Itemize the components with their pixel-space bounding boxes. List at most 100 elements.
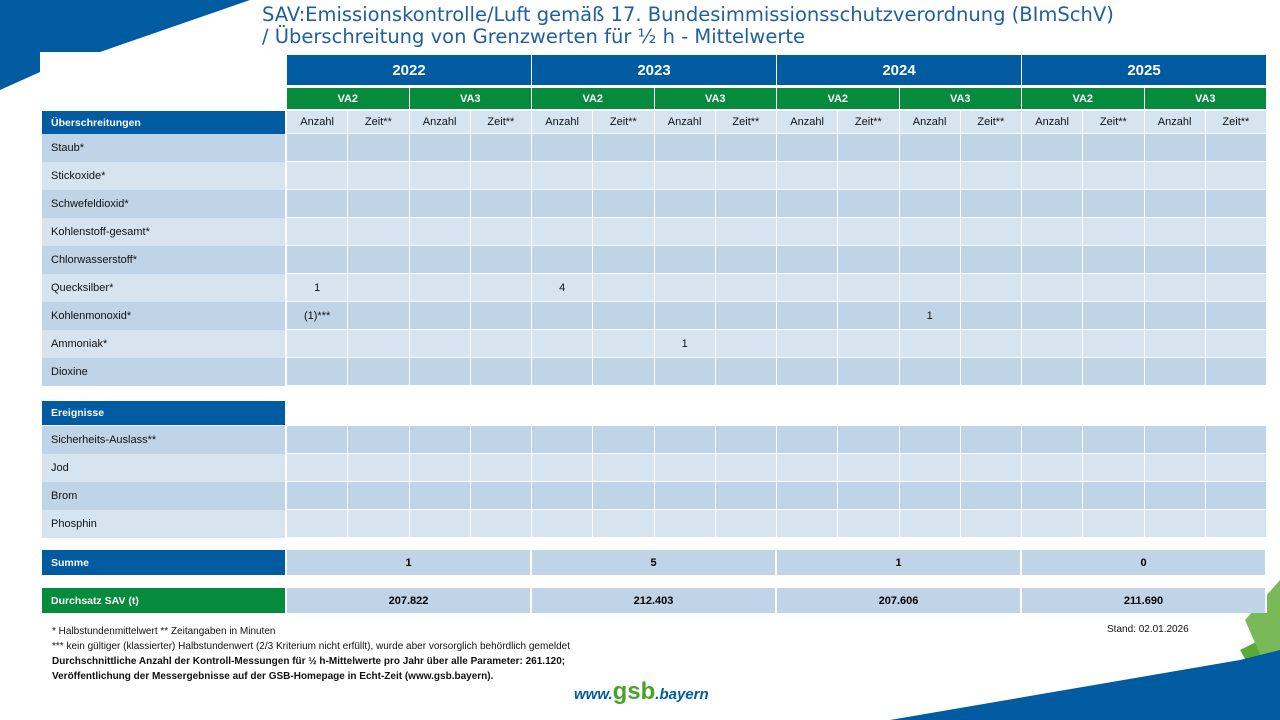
data-cell xyxy=(960,274,1022,302)
data-cell xyxy=(777,358,839,386)
data-cell xyxy=(1083,302,1145,330)
title-line-1: SAV:Emissionskontrolle/Luft gemäß 17. Bu… xyxy=(262,3,1114,26)
data-cell xyxy=(654,302,716,330)
subcol-header: Anzahl xyxy=(1022,111,1084,134)
data-cell xyxy=(1144,274,1206,302)
section-label-ueberschreitungen: Überschreitungen xyxy=(42,111,287,134)
data-cell xyxy=(838,510,900,538)
data-cell xyxy=(1022,218,1084,246)
data-cell xyxy=(1205,482,1267,510)
data-cell xyxy=(470,134,532,162)
data-cell xyxy=(777,162,839,190)
data-cell xyxy=(899,162,961,190)
data-cell xyxy=(838,246,900,274)
data-cell xyxy=(409,426,471,454)
durchsatz-value: 207.822 xyxy=(287,588,532,613)
row-label: Jod xyxy=(42,454,287,482)
data-cell xyxy=(348,330,410,358)
data-cell xyxy=(348,162,410,190)
data-cell xyxy=(715,190,777,218)
footnote-2: *** kein gültiger (klassierter) Halbstun… xyxy=(52,641,571,652)
data-cell xyxy=(1022,510,1084,538)
row-label: Phosphin xyxy=(42,510,287,538)
data-cell xyxy=(1144,482,1206,510)
row-label: Brom xyxy=(42,482,287,510)
subcol-header: Zeit** xyxy=(960,111,1022,134)
data-cell xyxy=(348,218,410,246)
data-cell: 1 xyxy=(654,330,716,358)
data-cell xyxy=(777,274,839,302)
row-label: Stickoxide* xyxy=(42,162,287,190)
row-label: Sicherheits-Auslass** xyxy=(42,426,287,454)
data-cell xyxy=(715,510,777,538)
data-cell xyxy=(593,190,655,218)
data-cell xyxy=(1144,218,1206,246)
data-cell xyxy=(899,454,961,482)
data-cell xyxy=(838,274,900,302)
subheader-row: Überschreitungen Anzahl Zeit** Anzahl Zeit**… xyxy=(42,111,1267,134)
data-cell xyxy=(348,426,410,454)
table-row: Jod xyxy=(42,454,1267,482)
data-cell xyxy=(409,510,471,538)
data-cell xyxy=(654,482,716,510)
year-header: 2022 xyxy=(287,55,532,85)
spacer xyxy=(42,88,287,109)
summe-row: Summe 1 5 1 0 xyxy=(42,550,1267,575)
data-cell xyxy=(532,246,594,274)
data-cell xyxy=(838,162,900,190)
data-cell xyxy=(593,330,655,358)
summe-value: 5 xyxy=(532,550,777,575)
data-cell xyxy=(409,330,471,358)
table-row: Ammoniak* 1 xyxy=(42,330,1267,358)
data-cell xyxy=(593,454,655,482)
durchsatz-row: Durchsatz SAV (t) 207.822 212.403 207.606 21… xyxy=(42,588,1267,613)
row-label: Quecksilber* xyxy=(42,274,287,302)
data-cell xyxy=(1205,134,1267,162)
data-cell xyxy=(593,482,655,510)
logo-mid: gsb xyxy=(612,678,656,705)
data-cell xyxy=(1083,246,1145,274)
data-cell xyxy=(1205,330,1267,358)
logo-post: .bayern xyxy=(655,686,709,703)
data-cell xyxy=(1083,218,1145,246)
logo-pre: www. xyxy=(574,686,613,703)
data-cell xyxy=(348,454,410,482)
data-cell xyxy=(593,246,655,274)
data-cell xyxy=(532,218,594,246)
data-cell xyxy=(777,218,839,246)
data-cell xyxy=(960,190,1022,218)
data-cell xyxy=(287,358,349,386)
data-cell xyxy=(1083,482,1145,510)
data-cell xyxy=(1205,246,1267,274)
data-cell xyxy=(348,510,410,538)
data-cell xyxy=(1022,426,1084,454)
data-cell xyxy=(1205,162,1267,190)
data-cell xyxy=(654,274,716,302)
data-cell xyxy=(409,218,471,246)
data-cell xyxy=(532,510,594,538)
table-row: Kohlenmonoxid* (1)*** 1 xyxy=(42,302,1267,330)
subcol-header: Anzahl xyxy=(777,111,839,134)
data-cell xyxy=(1205,190,1267,218)
data-cell xyxy=(593,162,655,190)
durchsatz-value: 207.606 xyxy=(777,588,1022,613)
data-cell xyxy=(348,482,410,510)
stand-date: Stand: 02.01.2026 xyxy=(1107,624,1189,635)
data-cell xyxy=(1144,162,1206,190)
subcol-header: Zeit** xyxy=(715,111,777,134)
data-cell xyxy=(960,510,1022,538)
data-cell: 1 xyxy=(287,274,349,302)
summe-value: 1 xyxy=(287,550,532,575)
data-cell xyxy=(715,482,777,510)
data-cell xyxy=(470,218,532,246)
data-cell xyxy=(777,190,839,218)
data-cell xyxy=(409,162,471,190)
row-label: Staub* xyxy=(42,134,287,162)
subcol-header: Zeit** xyxy=(1083,111,1145,134)
data-cell xyxy=(470,246,532,274)
data-cell xyxy=(287,482,349,510)
data-cell xyxy=(1022,134,1084,162)
data-cell xyxy=(1144,358,1206,386)
row-label: Kohlenstoff-gesamt* xyxy=(42,218,287,246)
data-cell xyxy=(1083,358,1145,386)
